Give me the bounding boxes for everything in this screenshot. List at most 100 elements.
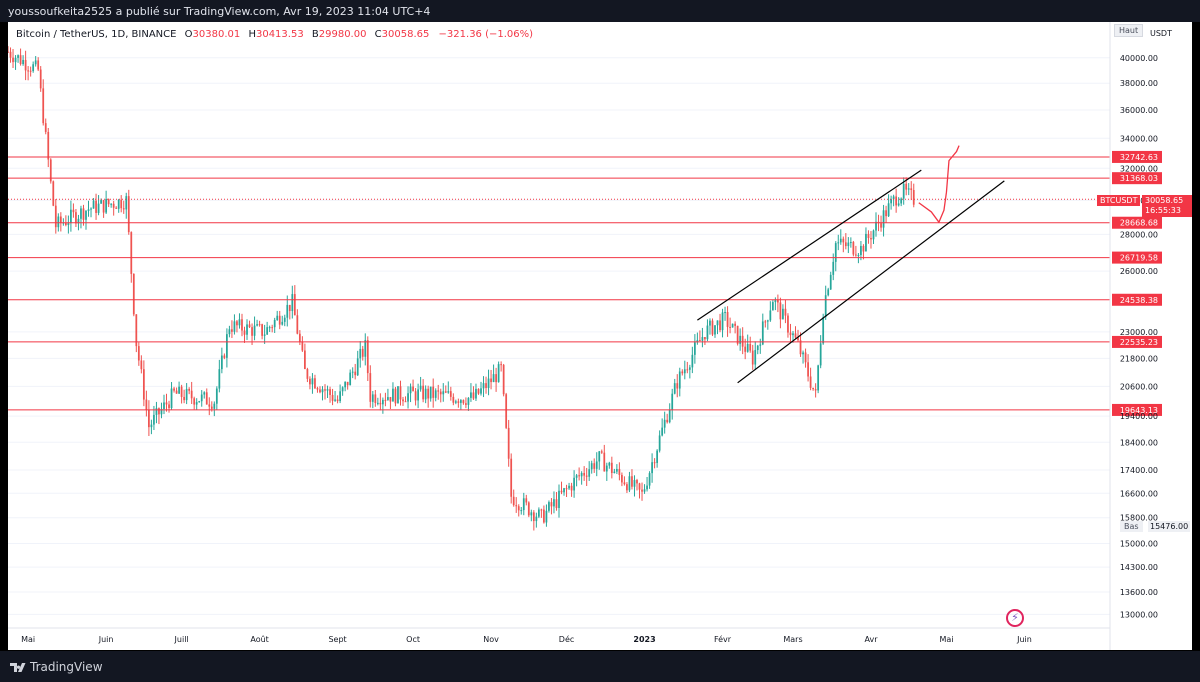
currency-label: USDT [1150,29,1172,38]
candle-body [807,362,809,377]
candle-body [409,386,412,394]
candle-body [834,243,837,262]
candle-body [321,389,324,393]
candle-body [402,399,404,402]
candle-body [379,402,382,405]
candle-body [85,210,87,220]
candle-body [256,324,258,326]
candle-body [19,55,22,65]
candle-body [905,183,908,190]
candle-body [852,242,855,255]
candle-body [643,489,646,492]
candle-body [603,452,606,472]
candle-body [22,59,24,65]
candle-body [447,391,450,393]
candle-body [465,403,467,405]
candle-body [704,337,706,340]
candle-body [309,378,311,385]
candle-body [676,383,679,389]
candle-body [205,392,208,405]
level-tag-label: 26719.58 [1120,254,1158,263]
candle-body [754,350,757,365]
price-axis: 40000.00 38000.00 36000.00 34000.00 32000.00… [8,22,1158,650]
candle-body [658,435,661,451]
candle-body [412,386,414,392]
candle-body [467,397,470,405]
time-tick-label: Mai [939,635,953,644]
candle-body [764,321,767,323]
candle-body [27,70,30,72]
level-tag [1112,172,1162,185]
candle-body [105,198,108,213]
candle-body [361,348,364,357]
candle-body [797,337,799,341]
candle-body [32,64,35,72]
candle-body [777,300,779,303]
candle-body [666,419,669,423]
candle-body [293,294,296,316]
candle-body [324,389,326,391]
price-tick-label: 23000.00 [1120,328,1158,337]
level-tag [1112,335,1162,348]
candle-body [72,209,75,213]
candle-body [608,462,611,466]
chart-area[interactable] [8,22,1192,650]
candle-body [354,371,357,376]
candle-body [741,335,744,347]
candle-body [90,208,92,210]
candle-body [766,320,769,322]
level-tag [1112,216,1162,229]
candle-body [29,70,32,72]
candle-body [693,342,696,355]
candle-body [809,376,812,388]
level-tag [1112,403,1162,416]
candle-body [132,273,135,315]
candle-body [170,388,173,409]
candle-body [281,321,284,325]
candle-body [427,388,430,399]
candle-body [158,408,160,415]
candle-body [550,502,553,507]
lightning-icon[interactable]: ⚡ [1006,609,1024,627]
candle-body [696,340,699,343]
time-tick-label: Août [250,635,268,644]
candle-body [736,325,739,344]
candle-body [286,304,289,318]
candle-body [268,327,271,329]
candle-body [120,199,123,209]
candle-body [832,261,835,275]
candle-body [628,476,631,491]
candle-body [668,410,671,423]
candle-body [829,274,832,290]
candle-body [653,462,656,464]
candle-body [200,394,203,402]
candle-body [87,209,90,211]
tradingview-logo-icon [10,663,26,672]
candle-body [683,369,686,374]
candle-body [907,188,910,190]
candle-body [706,325,709,340]
candle-body [600,451,603,453]
candle-body [799,340,802,355]
candle-body [80,208,82,219]
candle-body [47,131,50,160]
level-tag-label: 28668.68 [1120,219,1158,228]
current-price: 30058.65 [1145,196,1184,205]
candle-body [532,512,535,522]
price-tick-label: 14300.00 [1120,563,1158,572]
candle-body [195,402,198,405]
candle-body [190,390,193,399]
time-tick-label: Avr [864,635,878,644]
candle-body [8,51,9,53]
candle-body [278,315,281,325]
candlestick-chart[interactable]: 32742.63 31368.03 28668.68 26719.58 24538.38… [8,22,1192,650]
candle-body [794,333,797,338]
candle-body [855,254,857,256]
candle-body [422,385,425,400]
candle-body [880,223,882,228]
candle-body [900,198,903,204]
candle-body [389,397,392,402]
price-tick-label: 40000.00 [1120,54,1158,63]
tradingview-brand[interactable]: TradingView [10,660,103,674]
projection-path [918,145,960,223]
